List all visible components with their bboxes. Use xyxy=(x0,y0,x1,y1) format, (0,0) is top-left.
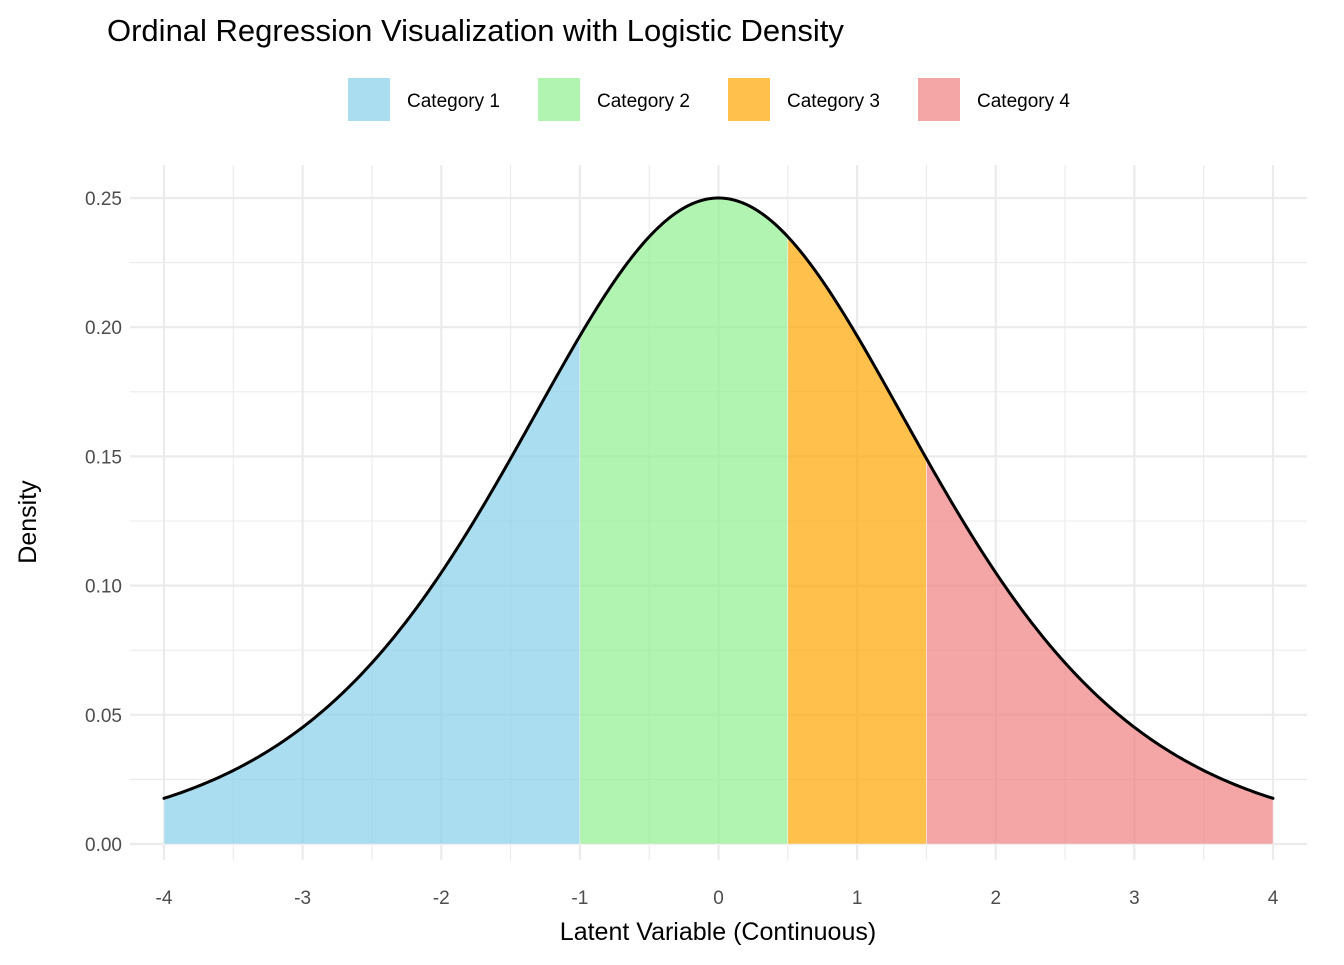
x-tick-label: 2 xyxy=(990,888,1001,909)
x-tick-label: -1 xyxy=(571,888,588,909)
x-axis-title: Latent Variable (Continuous) xyxy=(560,918,876,946)
legend-key xyxy=(348,78,390,121)
legend-key xyxy=(728,78,770,121)
density-curve-layer xyxy=(162,196,1275,800)
legend-label: Category 2 xyxy=(597,91,690,112)
legend-label: Category 1 xyxy=(407,91,500,112)
y-tick-label: 0.00 xyxy=(85,835,122,856)
category-areas xyxy=(163,197,1274,845)
y-tick-label: 0.05 xyxy=(85,706,122,727)
legend-item-category-3: Category 3 xyxy=(728,78,880,121)
y-tick-label: 0.20 xyxy=(85,318,122,339)
area-category-4 xyxy=(926,457,1274,845)
x-tick-label: 4 xyxy=(1268,888,1279,909)
x-tick-label: 0 xyxy=(713,888,724,909)
y-tick-label: 0.25 xyxy=(85,189,122,210)
legend-item-category-2: Category 2 xyxy=(538,78,690,121)
y-axis-title: Density xyxy=(14,480,42,564)
y-tick-label: 0.10 xyxy=(85,577,122,598)
axis-layer: -4 -3 -2 -1 0 1 2 3 4 0.00 0.05 0.10 0.15 0.20 0.25 xyxy=(85,189,1279,909)
density-curve xyxy=(162,196,1275,800)
x-tick-label: -4 xyxy=(156,888,173,909)
legend-label: Category 4 xyxy=(977,91,1070,112)
legend-key xyxy=(918,78,960,121)
x-tick-label: 3 xyxy=(1129,888,1140,909)
legend-key xyxy=(538,78,580,121)
legend-item-category-4: Category 4 xyxy=(918,78,1070,121)
area-category-2 xyxy=(579,197,789,845)
chart-title: Ordinal Regression Visualization with Lo… xyxy=(107,13,844,48)
legend-label: Category 3 xyxy=(787,91,880,112)
y-tick-label: 0.15 xyxy=(85,447,122,468)
legend: Category 1 Category 2 Category 3 Category 4 xyxy=(348,78,1070,121)
legend-item-category-1: Category 1 xyxy=(348,78,500,121)
x-tick-label: -2 xyxy=(433,888,450,909)
x-tick-label: -3 xyxy=(294,888,311,909)
x-tick-label: 1 xyxy=(852,888,863,909)
